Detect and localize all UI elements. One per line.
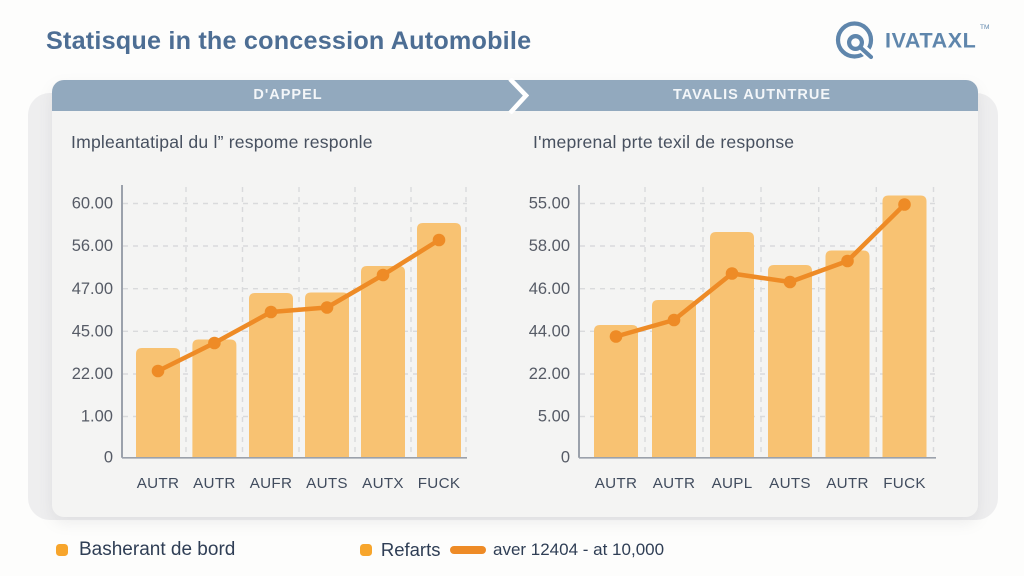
svg-text:AUTR: AUTR <box>595 475 638 492</box>
svg-text:FUCK: FUCK <box>883 475 926 492</box>
svg-text:45.00: 45.00 <box>72 323 113 341</box>
svg-text:AUTX: AUTX <box>362 475 404 492</box>
svg-text:IVATAXL: IVATAXL <box>885 29 976 53</box>
svg-text:AUTR: AUTR <box>826 475 869 492</box>
svg-text:AUFR: AUFR <box>250 475 293 492</box>
svg-text:TM: TM <box>980 24 989 31</box>
svg-text:AUTR: AUTR <box>193 475 236 492</box>
svg-text:FUCK: FUCK <box>418 475 461 492</box>
svg-text:22.00: 22.00 <box>529 365 570 383</box>
svg-text:44.00: 44.00 <box>529 323 570 341</box>
svg-text:AUTR: AUTR <box>137 475 180 492</box>
svg-text:AUTS: AUTS <box>769 475 811 492</box>
svg-text:58.00: 58.00 <box>529 237 570 255</box>
svg-text:47.00: 47.00 <box>72 280 113 298</box>
svg-text:56.00: 56.00 <box>72 237 113 255</box>
svg-text:0: 0 <box>561 449 570 467</box>
svg-text:55.00: 55.00 <box>529 195 570 213</box>
svg-text:0: 0 <box>104 449 113 467</box>
svg-text:22.00: 22.00 <box>72 365 113 383</box>
svg-text:5.00: 5.00 <box>538 408 570 426</box>
svg-text:60.00: 60.00 <box>72 195 113 213</box>
svg-text:1.00: 1.00 <box>81 408 113 426</box>
svg-text:AUTS: AUTS <box>306 475 348 492</box>
svg-text:AUTR: AUTR <box>653 475 696 492</box>
svg-text:46.00: 46.00 <box>529 280 570 298</box>
svg-text:AUPL: AUPL <box>712 475 753 492</box>
